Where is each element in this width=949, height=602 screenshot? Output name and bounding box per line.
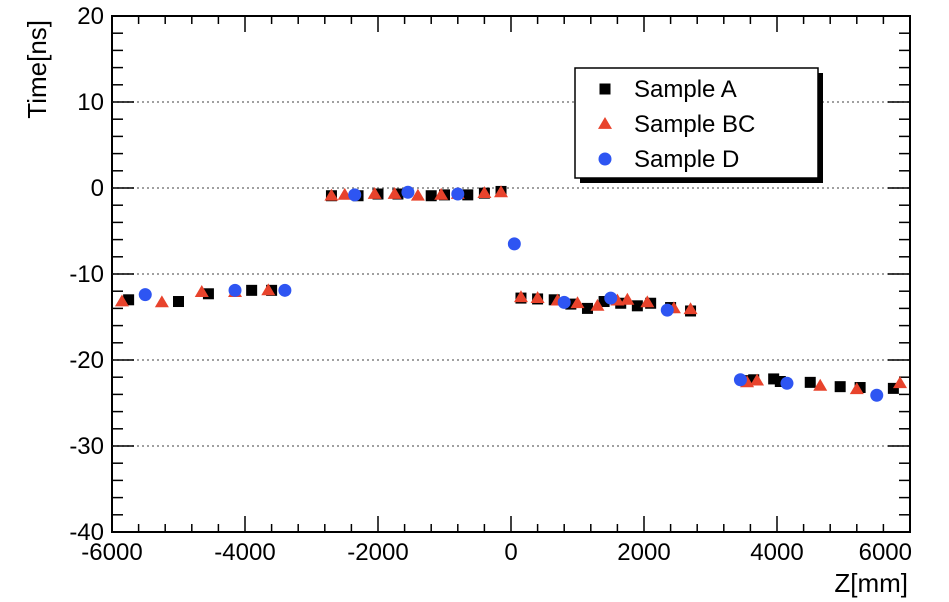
sample-a-point <box>804 376 816 388</box>
sample-a-point <box>768 373 780 385</box>
sample-bc-point <box>683 302 698 315</box>
sample-a-point <box>462 189 474 201</box>
sample-bc-point <box>620 292 635 305</box>
sample-bc-point <box>513 290 528 303</box>
sample-d-point <box>138 288 152 302</box>
sample-bc-point <box>434 187 449 200</box>
sample-a-point <box>202 288 214 300</box>
legend-marker-sample-a <box>599 83 611 95</box>
legend-box <box>574 67 819 179</box>
sample-a-point <box>173 296 184 308</box>
sample-bc-point <box>387 187 402 199</box>
sample-bc-point <box>337 187 352 200</box>
legend-marker-sample-d <box>598 152 612 166</box>
sample-a-point <box>631 300 643 312</box>
legend-label-sample-a: Sample A <box>634 76 737 103</box>
legend: Sample A Sample BC Sample D <box>574 67 823 183</box>
sample-bc-point <box>750 373 765 386</box>
sample-bc-point <box>849 382 864 395</box>
sample-d-point <box>604 291 618 305</box>
sample-d-point <box>733 373 747 387</box>
axis-ticks <box>111 15 911 533</box>
sample-bc-point <box>813 378 828 391</box>
legend-label-sample-d: Sample D <box>634 146 739 173</box>
sample-bc-point <box>893 376 908 389</box>
sample-d-point <box>228 283 242 297</box>
sample-a-point <box>854 382 866 394</box>
sample-bc-point <box>324 188 339 201</box>
sample-bc-point <box>640 295 655 308</box>
sample-bc-point <box>154 295 169 308</box>
sample-a-point <box>246 284 258 296</box>
legend-label-sample-bc: Sample BC <box>634 111 755 138</box>
sample-bc-point <box>494 185 509 198</box>
sample-d-point <box>507 237 521 251</box>
sample-d-point <box>780 376 794 390</box>
sample-bc-point <box>114 294 129 307</box>
data-points <box>114 185 908 402</box>
x-tick-label: -6000 <box>81 539 142 566</box>
x-tick-label: 0 <box>504 539 517 566</box>
sample-bc-point <box>410 188 425 201</box>
sample-d-point <box>278 283 292 297</box>
sample-a-point <box>123 294 135 306</box>
x-axis-label: Z[mm] <box>834 568 908 598</box>
legend-marker-sample-bc <box>598 117 612 129</box>
sample-a-point <box>834 381 846 393</box>
x-tick-label: 4000 <box>750 539 803 566</box>
y-axis-label: Time[ns] <box>22 20 52 119</box>
sample-a-point <box>774 376 786 387</box>
sample-a-point <box>581 302 593 314</box>
sample-d-point <box>660 303 674 317</box>
x-tick-label: -2000 <box>347 539 408 566</box>
x-tick-label: 6000 <box>859 539 912 566</box>
sample-d-point <box>451 187 465 201</box>
sample-a-point <box>598 296 610 308</box>
x-tick-label: -4000 <box>214 539 275 566</box>
y-tick-label: -10 <box>69 261 104 288</box>
sample-d-point <box>870 388 884 402</box>
y-tick-label: 0 <box>91 175 104 202</box>
sample-d-point <box>348 188 362 202</box>
sample-bc-point <box>367 187 382 199</box>
y-tick-label: -30 <box>69 433 104 460</box>
sample-d-point <box>401 185 415 199</box>
sample-bc-point <box>194 285 209 297</box>
y-tick-label: 10 <box>77 89 104 116</box>
y-tick-label: -40 <box>69 519 104 546</box>
sample-bc-point <box>570 296 585 309</box>
x-tick-label: 2000 <box>617 539 670 566</box>
sample-d-point <box>557 295 571 309</box>
sample-a-point <box>887 382 899 394</box>
sample-bc-point <box>590 298 605 311</box>
sample-bc-point <box>261 283 276 296</box>
sample-a-point <box>425 190 437 202</box>
sample-a-point <box>565 298 577 310</box>
sample-bc-point <box>530 291 545 303</box>
tick-labels: -40 -30 -20 -10 0 10 20 -6000 -4000 -2000 0 2000 400… <box>69 3 912 566</box>
y-tick-label: 20 <box>77 3 104 30</box>
y-tick-label: -20 <box>69 347 104 374</box>
sample-bc-point <box>477 186 492 199</box>
